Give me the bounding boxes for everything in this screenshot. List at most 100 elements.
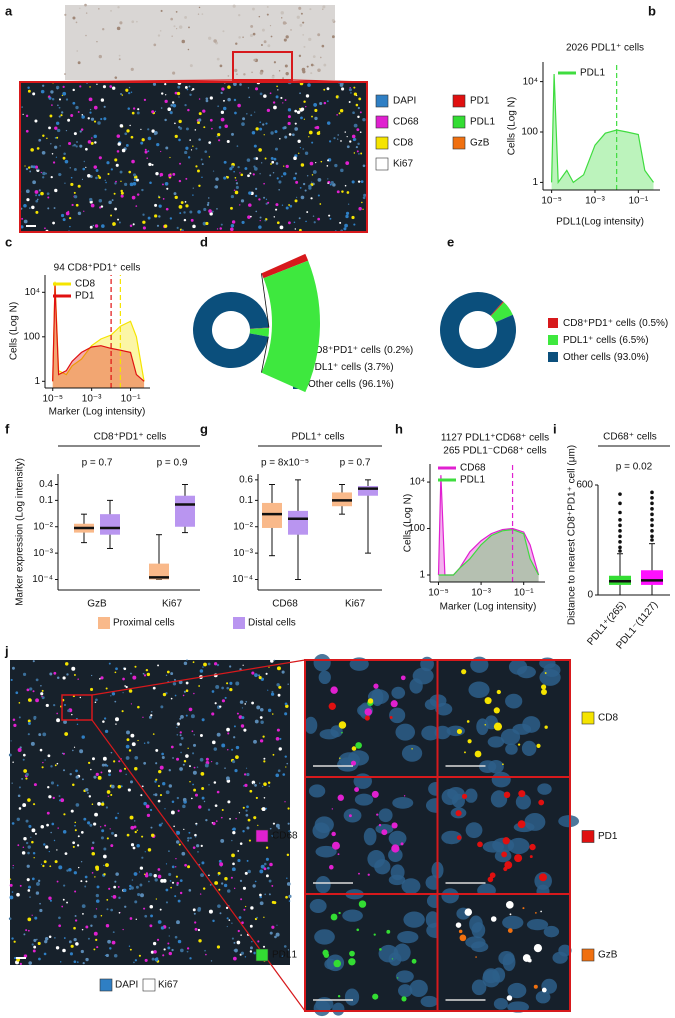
cell-dot xyxy=(179,743,182,746)
cell-dot xyxy=(346,145,350,149)
cell-dot xyxy=(74,821,77,824)
cell-dot xyxy=(263,94,267,98)
cell-dot xyxy=(214,662,218,666)
cell-dot xyxy=(178,119,182,124)
legend-swatch xyxy=(581,948,595,962)
cell-dot xyxy=(102,85,106,89)
cell-dot xyxy=(259,173,261,175)
cell-dot xyxy=(285,164,289,168)
cell-dot xyxy=(192,145,194,147)
cell-dot xyxy=(36,198,39,201)
cell-dot xyxy=(146,741,150,744)
cell-dot xyxy=(199,893,202,895)
cell-dot xyxy=(129,917,133,920)
nucleus xyxy=(388,848,403,863)
cell-dot xyxy=(66,901,68,904)
cell-dot xyxy=(152,733,155,735)
cell-dot xyxy=(218,859,222,863)
panel-letter: f xyxy=(5,421,10,436)
cell-dot xyxy=(197,928,201,932)
cell-dot xyxy=(31,914,33,916)
cell-dot xyxy=(310,63,314,67)
cell-dot xyxy=(233,82,237,86)
y-tick-label: 0.1 xyxy=(39,495,53,506)
cell-dot xyxy=(237,858,241,863)
cell-dot xyxy=(194,921,197,924)
cell-dot xyxy=(259,739,264,743)
cell-dot xyxy=(59,961,62,963)
cell-dot xyxy=(22,803,27,808)
legend-swatch xyxy=(255,948,269,962)
cell-dot xyxy=(490,916,497,922)
cell-dot xyxy=(273,105,277,110)
cell-dot xyxy=(231,165,235,169)
cell-dot xyxy=(253,951,257,955)
cell-dot xyxy=(131,111,135,115)
cell-dot xyxy=(282,773,286,776)
cell-dot xyxy=(161,755,165,759)
cell-dot xyxy=(506,995,513,1001)
cell-dot xyxy=(56,712,58,715)
cell-dot xyxy=(299,187,302,189)
cell-dot xyxy=(142,226,146,230)
cell-dot xyxy=(175,840,180,844)
cell-dot xyxy=(128,91,131,95)
cell-dot xyxy=(264,219,267,222)
nucleus xyxy=(390,864,405,881)
cell-dot xyxy=(218,139,221,142)
cell-dot xyxy=(299,107,301,110)
cell-dot xyxy=(40,692,44,696)
cell-dot xyxy=(347,203,350,205)
cell-dot xyxy=(344,223,348,228)
nucleus xyxy=(505,693,523,709)
cell-dot xyxy=(110,9,112,12)
cell-dot xyxy=(117,886,120,888)
cell-dot xyxy=(165,901,169,904)
nucleus xyxy=(535,990,551,1004)
box xyxy=(358,486,378,496)
cell-dot xyxy=(230,223,235,228)
cell-dot xyxy=(340,140,342,142)
cell-dot xyxy=(214,881,219,885)
cell-dot xyxy=(130,886,134,890)
cell-dot xyxy=(311,141,314,144)
cell-dot xyxy=(253,816,257,820)
cell-dot xyxy=(148,715,152,719)
cell-dot xyxy=(61,905,64,908)
cell-dot xyxy=(330,686,338,694)
cell-dot xyxy=(65,98,69,101)
cell-dot xyxy=(97,174,100,177)
cell-dot xyxy=(233,725,236,728)
donut-segment xyxy=(193,291,269,368)
cell-dot xyxy=(129,884,132,888)
cell-dot xyxy=(171,101,175,104)
cell-dot xyxy=(205,818,208,822)
cell-dot xyxy=(373,683,379,689)
cell-dot xyxy=(118,54,121,57)
cell-dot xyxy=(29,687,33,691)
cell-dot xyxy=(250,215,252,218)
cell-dot xyxy=(69,225,71,228)
cell-dot xyxy=(50,143,52,145)
cell-dot xyxy=(50,781,55,785)
cell-dot xyxy=(277,693,281,697)
cell-dot xyxy=(96,885,100,889)
cell-dot xyxy=(348,814,352,818)
cell-dot xyxy=(202,221,207,226)
legend-label: DAPI xyxy=(393,96,416,107)
cell-dot xyxy=(269,827,272,830)
cell-dot xyxy=(355,145,358,149)
cell-dot xyxy=(189,781,191,783)
nucleus xyxy=(318,670,331,685)
outlier xyxy=(650,512,654,517)
cell-dot xyxy=(364,715,370,721)
outlier xyxy=(650,534,654,539)
cell-dot xyxy=(219,705,222,708)
cell-dot xyxy=(22,672,27,676)
zoom-box xyxy=(232,51,293,81)
outlier xyxy=(650,501,654,506)
cell-dot xyxy=(204,150,208,153)
cell-dot xyxy=(505,901,514,909)
cell-dot xyxy=(263,40,267,44)
legend-swatch xyxy=(375,157,389,171)
